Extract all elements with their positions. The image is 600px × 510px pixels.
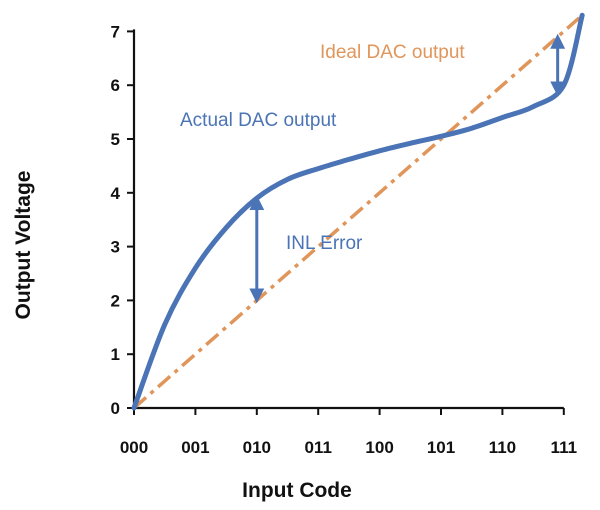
x-axis-title: Input Code bbox=[242, 479, 352, 502]
axes bbox=[132, 29, 564, 410]
x-tick-label: 010 bbox=[243, 438, 271, 457]
ideal-dac-output-label: Ideal DAC output bbox=[320, 42, 465, 63]
actual-dac-output-label: Actual DAC output bbox=[180, 110, 337, 131]
ideal-dac-output-line bbox=[132, 13, 584, 410]
y-tick-label: 0 bbox=[111, 399, 120, 418]
y-tick-label: 6 bbox=[111, 76, 120, 95]
x-tick-label: 100 bbox=[365, 438, 393, 457]
y-tick-label: 7 bbox=[111, 22, 120, 41]
series-layer bbox=[131, 12, 585, 411]
y-tick-label: 1 bbox=[111, 345, 120, 364]
x-tick-label: 000 bbox=[120, 438, 148, 457]
y-axis-title: Output Voltage bbox=[12, 171, 35, 320]
x-tick-label: 111 bbox=[551, 438, 578, 457]
actual-dac-output-line bbox=[131, 12, 585, 411]
y-tick-label: 4 bbox=[111, 184, 121, 203]
y-tick-label: 3 bbox=[111, 238, 120, 257]
y-tick-label: 5 bbox=[111, 130, 120, 149]
error-arrows bbox=[249, 33, 566, 304]
ticks: 0 1 2 3 4 5 6 7 000 001 010 011 100 101 110 111 bbox=[111, 22, 578, 457]
x-tick-label: 110 bbox=[489, 438, 516, 457]
x-tick-label: 001 bbox=[181, 438, 209, 457]
inl-error-label: INL Error bbox=[286, 233, 363, 254]
x-tick-label: 101 bbox=[427, 438, 455, 457]
y-tick-label: 2 bbox=[111, 291, 120, 310]
x-tick-label: 011 bbox=[304, 438, 331, 457]
